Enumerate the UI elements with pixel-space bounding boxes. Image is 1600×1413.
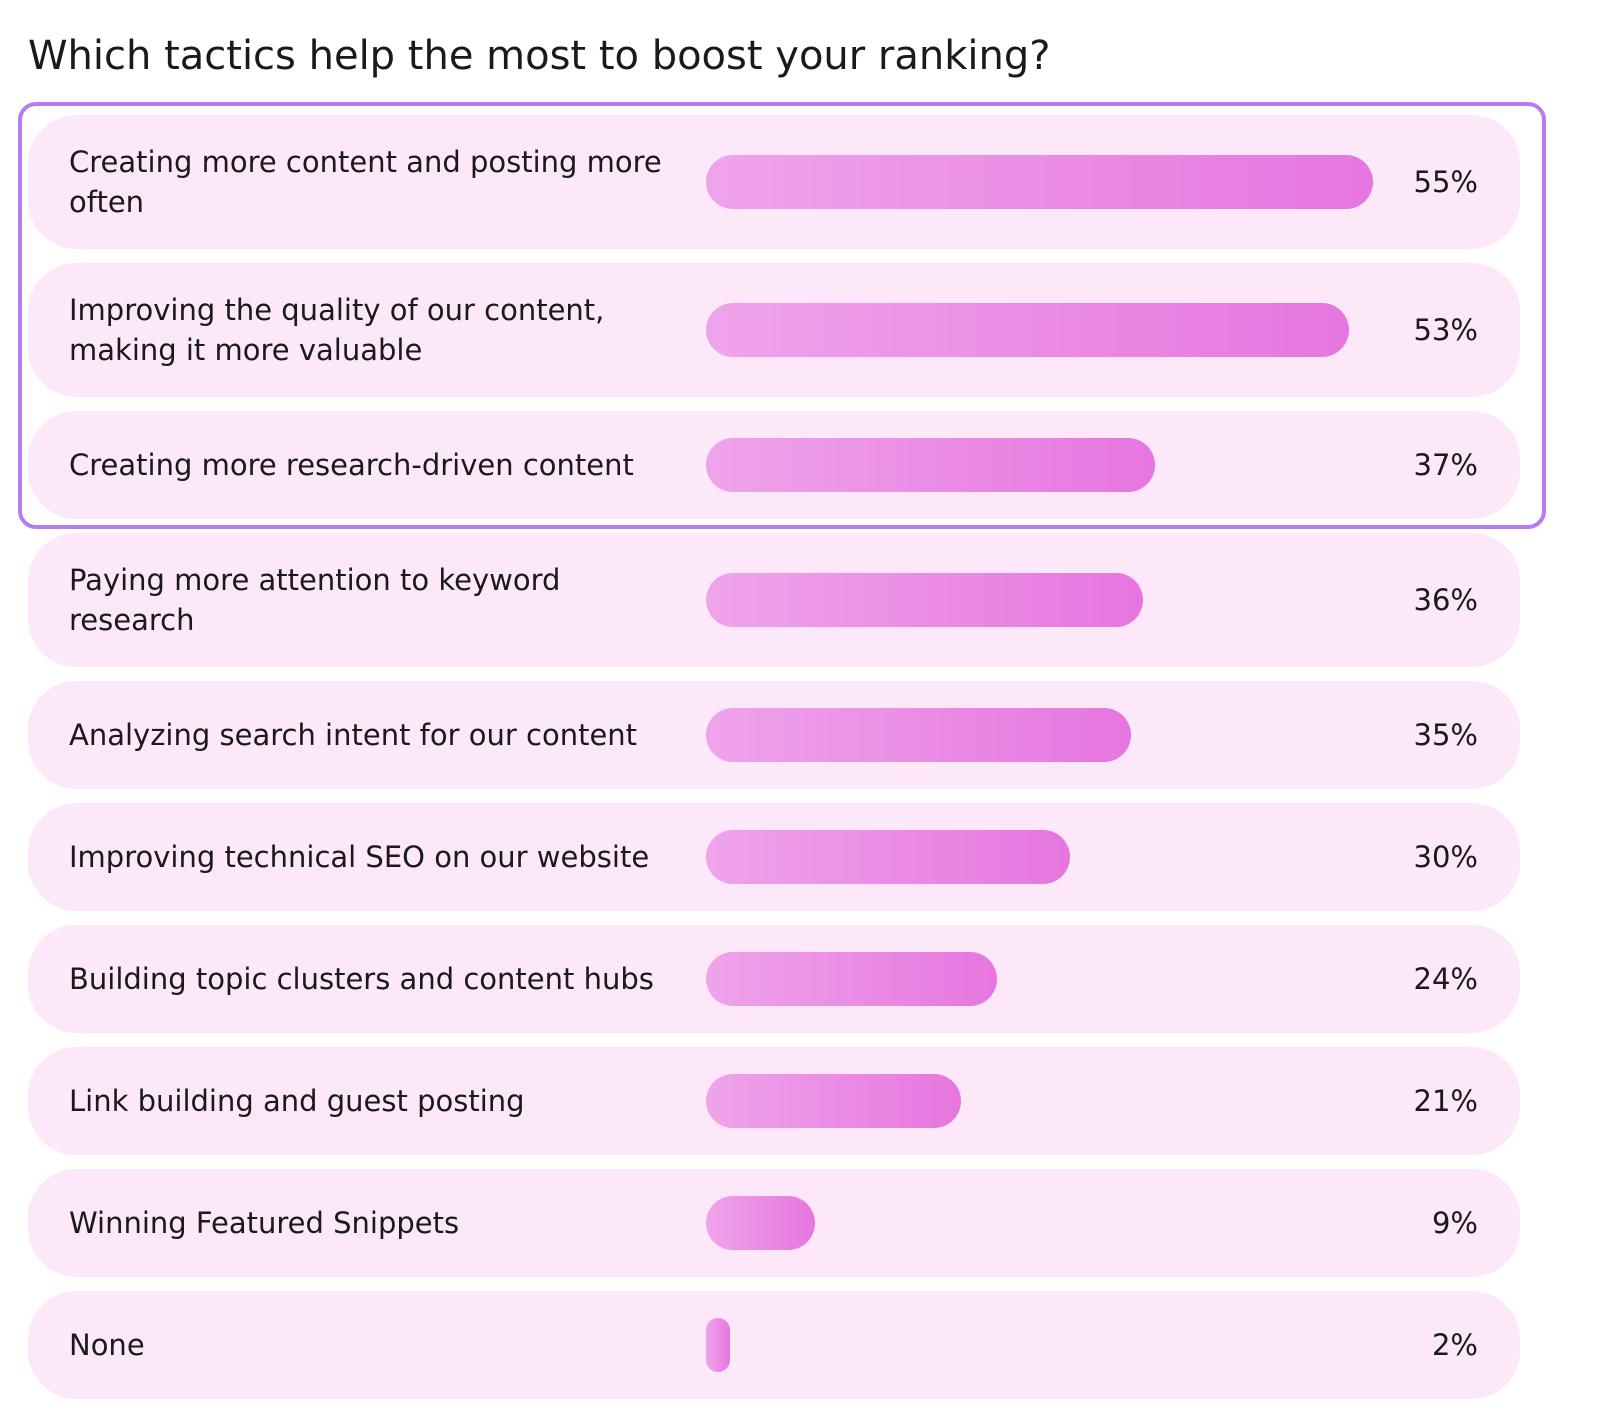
bar (706, 1074, 961, 1128)
chart-title: Which tactics help the most to boost you… (28, 33, 1051, 79)
value-label: 24% (1413, 962, 1478, 996)
bar-row: Building topic clusters and content hubs… (28, 925, 1520, 1033)
bar (706, 708, 1131, 762)
value-label: 37% (1413, 448, 1478, 482)
bar-row: Analyzing search intent for our content 3… (28, 681, 1520, 789)
bar-track (706, 155, 1378, 209)
category-label: Building topic clusters and content hubs (69, 962, 654, 996)
value-label: 30% (1413, 840, 1478, 874)
bar (706, 303, 1349, 357)
category-label: Winning Featured Snippets (69, 1206, 460, 1240)
bar-row: Creating more content and posting more o… (28, 115, 1520, 249)
value-label: 21% (1413, 1084, 1478, 1118)
value-label: 36% (1413, 583, 1478, 617)
bar-track (706, 1074, 1378, 1128)
bar-track (706, 303, 1378, 357)
value-label: 35% (1413, 718, 1478, 752)
bar-row: Winning Featured Snippets 9% (28, 1169, 1520, 1277)
category-label: Analyzing search intent for our content (69, 718, 638, 752)
category-label: Improving technical SEO on our website (69, 840, 650, 874)
bar (706, 1196, 816, 1250)
bar-track (706, 573, 1378, 627)
category-label: None (69, 1328, 145, 1362)
bar-row: None 2% (28, 1291, 1520, 1399)
category-label: Link building and guest posting (69, 1084, 525, 1118)
bar (706, 830, 1070, 884)
value-label: 2% (1431, 1328, 1478, 1362)
value-label: 9% (1431, 1206, 1478, 1240)
category-label: Improving the quality of our content, ma… (69, 293, 605, 367)
bar-track (706, 952, 1378, 1006)
bar-list: Creating more content and posting more o… (28, 115, 1520, 1413)
bar-track (706, 1318, 1378, 1372)
page: Which tactics help the most to boost you… (18, 33, 1546, 1399)
bar (706, 438, 1155, 492)
category-label: Creating more content and posting more o… (69, 145, 662, 219)
value-label: 55% (1413, 165, 1478, 199)
bar-row: Link building and guest posting 21% (28, 1047, 1520, 1155)
bar-row: Improving the quality of our content, ma… (28, 263, 1520, 397)
category-label: Creating more research-driven content (69, 448, 634, 482)
bar-track (706, 1196, 1378, 1250)
bar (706, 1318, 731, 1372)
bar (706, 573, 1143, 627)
bar-row: Creating more research-driven content 37% (28, 411, 1520, 519)
bar-row: Paying more attention to keyword researc… (28, 533, 1520, 667)
value-label: 53% (1413, 313, 1478, 347)
bar-row: Improving technical SEO on our website 30… (28, 803, 1520, 911)
bar-track (706, 708, 1378, 762)
bar (706, 155, 1374, 209)
category-label: Paying more attention to keyword researc… (69, 563, 561, 637)
bar-track (706, 830, 1378, 884)
bar (706, 952, 998, 1006)
bar-track (706, 438, 1378, 492)
